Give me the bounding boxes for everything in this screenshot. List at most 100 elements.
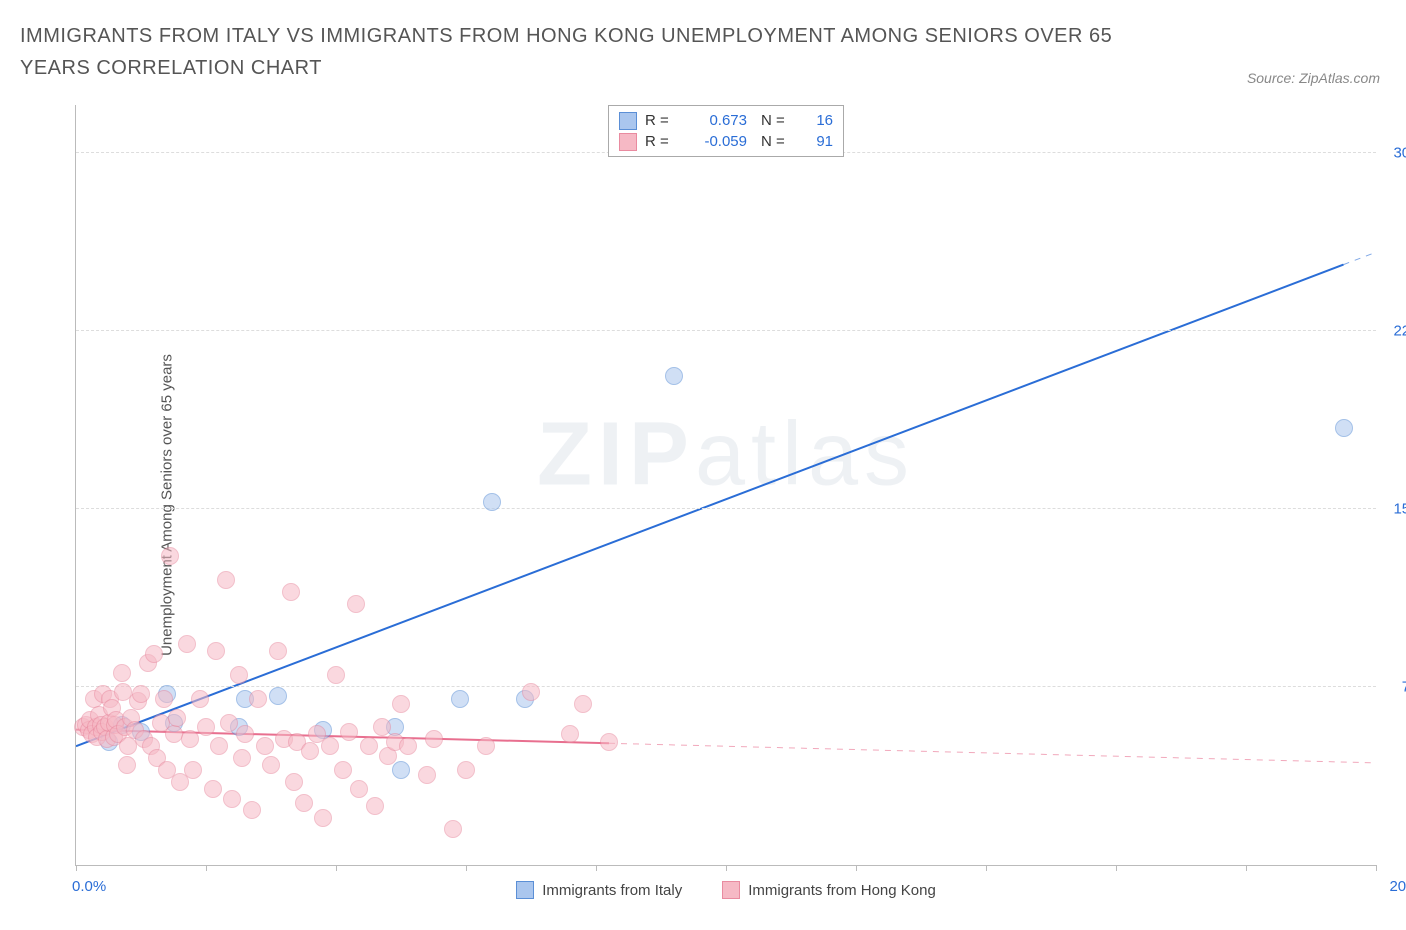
swatch-hongkong	[619, 133, 637, 151]
scatter-point	[184, 761, 202, 779]
scatter-point	[210, 737, 228, 755]
swatch-italy	[619, 112, 637, 130]
n-value-italy: 16	[803, 110, 833, 131]
swatch-italy	[516, 881, 534, 899]
r-value-hongkong: -0.059	[687, 131, 747, 152]
scatter-point	[327, 666, 345, 684]
y-tick-label: 7.5%	[1381, 678, 1406, 695]
scatter-point	[360, 737, 378, 755]
y-tick-label: 15.0%	[1381, 500, 1406, 517]
scatter-point	[477, 737, 495, 755]
watermark-bold: ZIP	[537, 404, 695, 504]
scatter-point	[425, 730, 443, 748]
scatter-point	[399, 737, 417, 755]
scatter-point	[392, 761, 410, 779]
scatter-point	[220, 714, 238, 732]
scatter-point	[197, 718, 215, 736]
scatter-point	[113, 664, 131, 682]
scatter-point	[118, 756, 136, 774]
scatter-point	[347, 595, 365, 613]
scatter-point	[204, 780, 222, 798]
series-label-hongkong: Immigrants from Hong Kong	[748, 882, 936, 899]
scatter-point	[256, 737, 274, 755]
r-value-italy: 0.673	[687, 110, 747, 131]
scatter-point	[295, 794, 313, 812]
bottom-legend-italy: Immigrants from Italy	[516, 881, 682, 899]
x-tick-mark	[596, 865, 597, 871]
x-tick-mark	[336, 865, 337, 871]
x-tick-max: 20.0%	[1389, 878, 1406, 895]
scatter-plot: ZIPatlas R = 0.673 N = 16 R = -0.059 N =…	[75, 105, 1376, 866]
chart-title: IMMIGRANTS FROM ITALY VS IMMIGRANTS FROM…	[20, 20, 1120, 84]
scatter-point	[392, 695, 410, 713]
scatter-point	[181, 730, 199, 748]
x-tick-mark	[856, 865, 857, 871]
scatter-point	[285, 773, 303, 791]
watermark: ZIPatlas	[537, 403, 915, 506]
legend-row-hongkong: R = -0.059 N = 91	[619, 131, 833, 152]
watermark-rest: atlas	[695, 404, 915, 504]
scatter-point	[243, 801, 261, 819]
grid-line	[76, 508, 1376, 509]
scatter-point	[161, 547, 179, 565]
scatter-point	[191, 690, 209, 708]
r-label: R =	[645, 110, 679, 131]
trend-line-solid	[76, 265, 1344, 747]
grid-line	[76, 686, 1376, 687]
bottom-legend-hongkong: Immigrants from Hong Kong	[722, 881, 936, 899]
scatter-point	[168, 709, 186, 727]
x-tick-mark	[466, 865, 467, 871]
scatter-point	[207, 642, 225, 660]
x-tick-mark	[986, 865, 987, 871]
x-tick-mark	[76, 865, 77, 871]
scatter-point	[418, 766, 436, 784]
scatter-point	[262, 756, 280, 774]
scatter-point	[366, 797, 384, 815]
x-tick-mark	[726, 865, 727, 871]
scatter-point	[155, 690, 173, 708]
scatter-point	[233, 749, 251, 767]
bottom-legend: Immigrants from Italy Immigrants from Ho…	[76, 881, 1376, 899]
x-tick-mark	[1116, 865, 1117, 871]
scatter-point	[665, 367, 683, 385]
correlation-legend: R = 0.673 N = 16 R = -0.059 N = 91	[608, 105, 844, 157]
scatter-point	[249, 690, 267, 708]
scatter-point	[444, 820, 462, 838]
r-label: R =	[645, 131, 679, 152]
y-tick-label: 22.5%	[1381, 322, 1406, 339]
scatter-point	[314, 809, 332, 827]
swatch-hongkong	[722, 881, 740, 899]
x-tick-mark	[206, 865, 207, 871]
plot-wrapper: Unemployment Among Seniors over 65 years…	[20, 95, 1390, 915]
scatter-point	[522, 683, 540, 701]
scatter-point	[561, 725, 579, 743]
n-value-hongkong: 91	[803, 131, 833, 152]
scatter-point	[350, 780, 368, 798]
x-tick-mark	[1246, 865, 1247, 871]
scatter-point	[574, 695, 592, 713]
scatter-point	[301, 742, 319, 760]
scatter-point	[282, 583, 300, 601]
trend-line-dashed	[609, 743, 1376, 763]
scatter-point	[321, 737, 339, 755]
y-tick-label: 30.0%	[1381, 144, 1406, 161]
n-label: N =	[761, 131, 795, 152]
scatter-point	[132, 685, 150, 703]
scatter-point	[223, 790, 241, 808]
scatter-point	[217, 571, 235, 589]
x-tick-mark	[1376, 865, 1377, 871]
scatter-point	[600, 733, 618, 751]
scatter-point	[483, 493, 501, 511]
scatter-point	[230, 666, 248, 684]
scatter-point	[1335, 419, 1353, 437]
scatter-point	[451, 690, 469, 708]
source-label: Source: ZipAtlas.com	[1247, 70, 1380, 86]
scatter-point	[334, 761, 352, 779]
scatter-point	[340, 723, 358, 741]
scatter-point	[269, 687, 287, 705]
n-label: N =	[761, 110, 795, 131]
grid-line	[76, 330, 1376, 331]
scatter-point	[165, 725, 183, 743]
scatter-point	[178, 635, 196, 653]
trend-line-dashed	[1344, 252, 1377, 264]
